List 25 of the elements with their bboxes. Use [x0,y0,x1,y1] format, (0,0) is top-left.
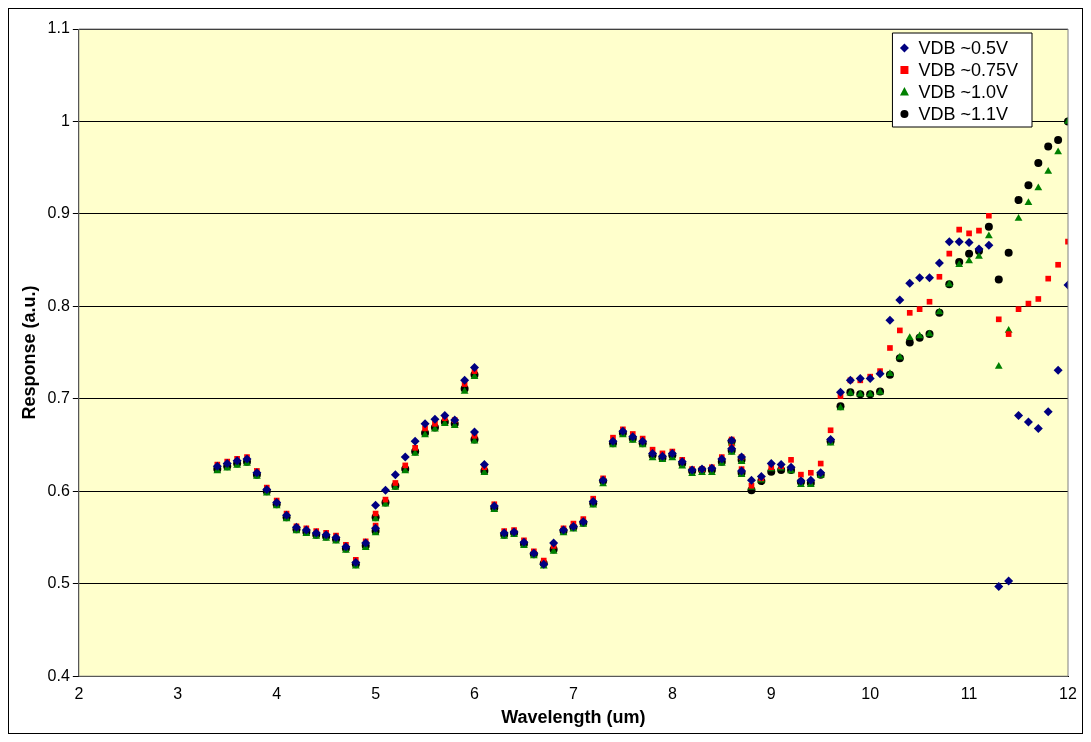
x-tick-label: 6 [470,685,480,703]
legend-label: VDB ~0.5V [918,37,1008,58]
x-tick-label: 8 [667,685,677,703]
x-tick-label: 10 [861,685,880,703]
y-tick-label: 1.1 [47,19,70,37]
y-tick-label: 1 [60,111,70,129]
x-tick-label: 9 [766,685,776,703]
x-tick-label: 3 [173,685,183,703]
y-tick-label: 0.9 [47,204,70,222]
x-tick-label: 12 [1059,685,1077,703]
legend-label: VDB ~1.0V [918,81,1008,102]
legend-label: VDB ~0.75V [918,59,1018,80]
x-tick-label: 4 [272,685,282,703]
legend-label: VDB ~1.1V [918,103,1008,124]
y-tick-label: 0.4 [47,666,70,684]
x-axis-title: Wavelength (um) [501,707,646,728]
x-tick-label: 2 [74,685,84,703]
x-tick-label: 5 [371,685,381,703]
x-tick-label: 11 [960,685,978,703]
x-tick-label: 7 [568,685,578,703]
y-tick-label: 0.5 [47,574,70,592]
y-tick-label: 0.7 [47,389,70,407]
y-tick-label: 0.6 [47,481,70,499]
y-tick-label: 0.8 [47,296,70,314]
y-axis-title: Response (a.u.) [18,285,39,420]
